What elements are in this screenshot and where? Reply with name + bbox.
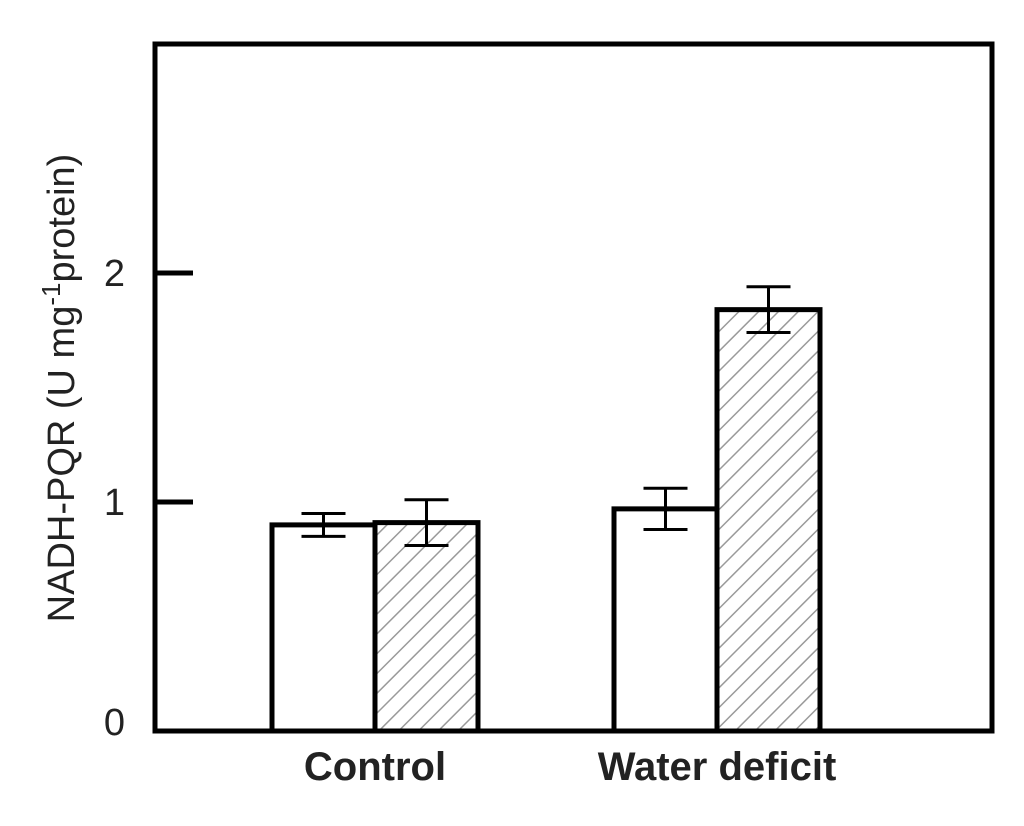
y-axis-title-main: NADH-PQR (U mg [41, 306, 83, 623]
y-tick-label: 1 [104, 482, 125, 524]
plot-frame [152, 41, 995, 734]
x-tick-label: Water deficit [598, 745, 837, 789]
y-axis-title-end: protein) [41, 154, 83, 283]
x-tick-label: Control [304, 745, 446, 789]
y-tick-label: 2 [104, 253, 125, 295]
y-axis-title: NADH-PQR (U mg-1protein) [36, 154, 83, 623]
bar-1-2 [611, 506, 720, 734]
y-tick-label: 0 [104, 702, 125, 744]
error-bar-1-2 [643, 486, 688, 531]
bar-1-1 [269, 522, 378, 734]
error-bars-layer [301, 285, 791, 548]
y-ticks-layer: 0 1 2 [104, 253, 193, 744]
x-labels-layer: Control Water deficit [304, 745, 836, 789]
error-bar-2-2 [746, 285, 791, 335]
bars-layer [269, 307, 823, 734]
error-bar-2-1 [404, 498, 449, 548]
bar-2-2 [714, 307, 823, 734]
y-axis-title-superscript: -1 [36, 283, 66, 306]
error-bar-1-1 [301, 511, 346, 538]
bar-2-1 [372, 520, 481, 734]
